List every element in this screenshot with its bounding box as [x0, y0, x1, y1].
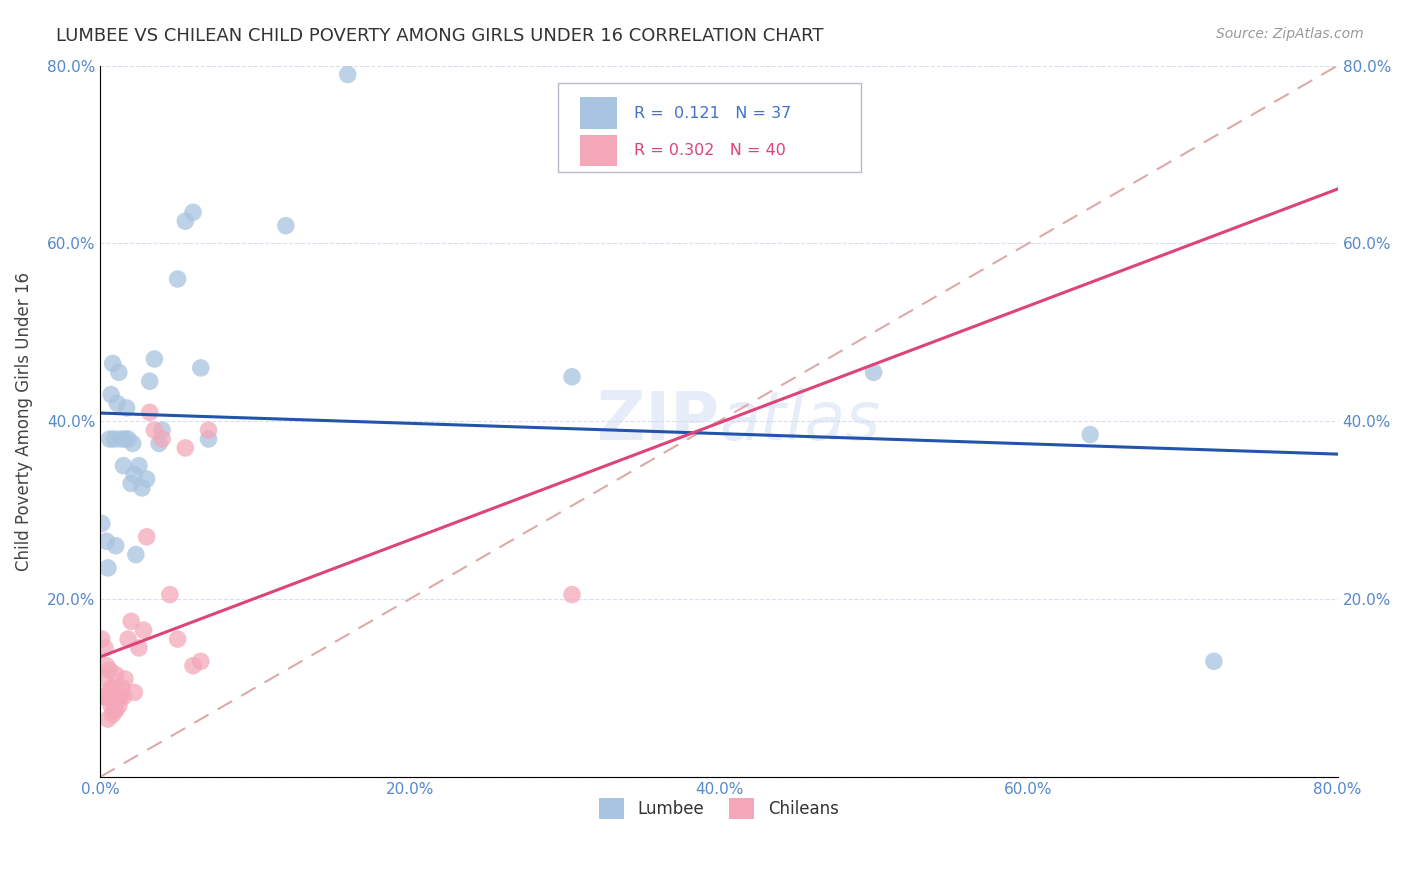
Point [117, 432, 139, 446]
Point [101, 707, 124, 722]
Point [114, 432, 136, 446]
Point [181, 205, 204, 219]
Point [94, 672, 117, 686]
Point [561, 588, 583, 602]
Point [108, 698, 131, 713]
Point [135, 472, 157, 486]
Point [104, 667, 127, 681]
Point [115, 401, 138, 415]
Point [98, 663, 121, 677]
Point [121, 436, 143, 450]
Point [104, 703, 127, 717]
Text: R =  0.121   N = 37: R = 0.121 N = 37 [634, 105, 790, 120]
Text: LUMBEE VS CHILEAN CHILD POVERTY AMONG GIRLS UNDER 16 CORRELATION CHART: LUMBEE VS CHILEAN CHILD POVERTY AMONG GI… [56, 27, 824, 45]
Point [103, 432, 125, 446]
Point [128, 640, 150, 655]
Point [1078, 427, 1101, 442]
Point [101, 356, 124, 370]
Point [124, 467, 146, 482]
Point [197, 423, 219, 437]
Point [1202, 654, 1225, 668]
Point [110, 432, 132, 446]
Point [100, 698, 122, 713]
Point [166, 272, 188, 286]
Point [135, 530, 157, 544]
Point [181, 658, 204, 673]
Point [120, 614, 142, 628]
Point [94, 640, 117, 655]
Point [124, 685, 146, 699]
Point [100, 681, 122, 695]
Legend: Lumbee, Chileans: Lumbee, Chileans [593, 792, 845, 825]
Point [96, 658, 118, 673]
Point [112, 458, 135, 473]
FancyBboxPatch shape [581, 135, 617, 167]
Point [97, 690, 120, 704]
Y-axis label: Child Poverty Among Girls Under 16: Child Poverty Among Girls Under 16 [15, 272, 32, 571]
FancyBboxPatch shape [581, 97, 617, 128]
Point [862, 365, 884, 379]
Point [150, 432, 173, 446]
Text: atlas: atlas [718, 388, 880, 454]
Point [125, 548, 148, 562]
Point [96, 534, 118, 549]
Point [98, 432, 121, 446]
Point [336, 68, 359, 82]
Point [114, 672, 136, 686]
Point [190, 654, 212, 668]
Point [90, 632, 112, 646]
Point [97, 712, 120, 726]
Point [143, 351, 166, 366]
Point [111, 681, 134, 695]
Point [143, 423, 166, 437]
Point [112, 690, 135, 704]
Text: Source: ZipAtlas.com: Source: ZipAtlas.com [1216, 27, 1364, 41]
Point [104, 539, 127, 553]
Point [139, 374, 162, 388]
Point [274, 219, 297, 233]
Point [174, 441, 197, 455]
Point [117, 632, 139, 646]
Point [139, 405, 162, 419]
Point [105, 690, 128, 704]
Point [159, 588, 181, 602]
Point [120, 476, 142, 491]
Point [101, 690, 124, 704]
Point [128, 458, 150, 473]
Point [108, 365, 131, 379]
Point [166, 632, 188, 646]
Point [150, 423, 173, 437]
Point [197, 432, 219, 446]
Point [103, 681, 125, 695]
Point [103, 703, 125, 717]
Point [100, 387, 122, 401]
Point [174, 214, 197, 228]
Text: R = 0.302   N = 40: R = 0.302 N = 40 [634, 144, 786, 158]
FancyBboxPatch shape [558, 83, 862, 172]
Point [131, 481, 153, 495]
Point [105, 396, 128, 410]
Point [110, 690, 132, 704]
Point [148, 436, 170, 450]
Point [96, 690, 118, 704]
Point [93, 690, 115, 704]
Point [97, 561, 120, 575]
Point [561, 369, 583, 384]
Point [132, 623, 155, 637]
Point [98, 685, 121, 699]
Text: ZIP: ZIP [598, 388, 718, 454]
Point [90, 516, 112, 531]
Point [190, 360, 212, 375]
